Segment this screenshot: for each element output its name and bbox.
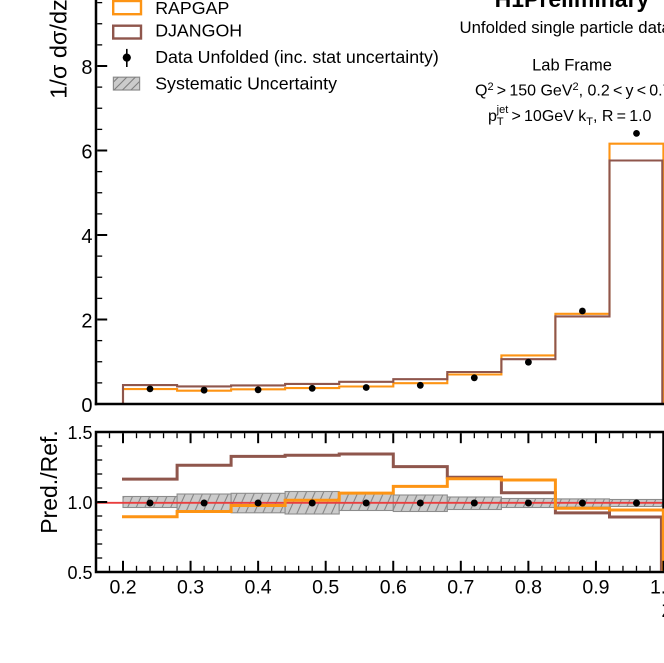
- svg-text:0.5: 0.5: [312, 577, 339, 599]
- svg-text:0.4: 0.4: [245, 577, 272, 599]
- svg-text:0.6: 0.6: [380, 577, 407, 599]
- svg-text:pTjet > 10GeV kT, R = 1.0: pTjet > 10GeV kT, R = 1.0: [488, 104, 652, 128]
- svg-text:8: 8: [81, 57, 92, 79]
- svg-text:0.9: 0.9: [582, 577, 609, 599]
- svg-text:0.5: 0.5: [67, 563, 92, 583]
- svg-text:Pred./Ref.: Pred./Ref.: [36, 430, 62, 534]
- svg-text:Q2 > 150 GeV2, 0.2 < y < 0.7: Q2 > 150 GeV2, 0.2 < y < 0.7: [475, 81, 664, 100]
- svg-text:0.2: 0.2: [109, 577, 136, 599]
- svg-text:6: 6: [81, 142, 92, 164]
- svg-text:0.3: 0.3: [177, 577, 204, 599]
- svg-text:Lab Frame: Lab Frame: [532, 57, 612, 75]
- svg-text:1/σ dσ/dz: 1/σ dσ/dz: [46, 0, 72, 99]
- svg-text:0: 0: [81, 395, 92, 417]
- svg-text:Unfolded single particle datas: Unfolded single particle datasets: [460, 18, 664, 37]
- svg-text:Systematic Uncertainty: Systematic Uncertainty: [155, 73, 337, 93]
- svg-text:DJANGOH: DJANGOH: [155, 20, 242, 40]
- svg-text:Data Unfolded (inc. stat uncer: Data Unfolded (inc. stat uncertainty): [155, 47, 439, 67]
- svg-text:4: 4: [81, 226, 92, 248]
- svg-text:H1Preliminary: H1Preliminary: [495, 0, 650, 12]
- svg-text:0.7: 0.7: [447, 577, 474, 599]
- svg-text:0.8: 0.8: [515, 577, 542, 599]
- svg-text:RAPGAP: RAPGAP: [155, 0, 229, 18]
- svg-text:2: 2: [81, 311, 92, 333]
- svg-text:1.5: 1.5: [67, 423, 92, 443]
- svg-text:1.0: 1.0: [67, 493, 92, 513]
